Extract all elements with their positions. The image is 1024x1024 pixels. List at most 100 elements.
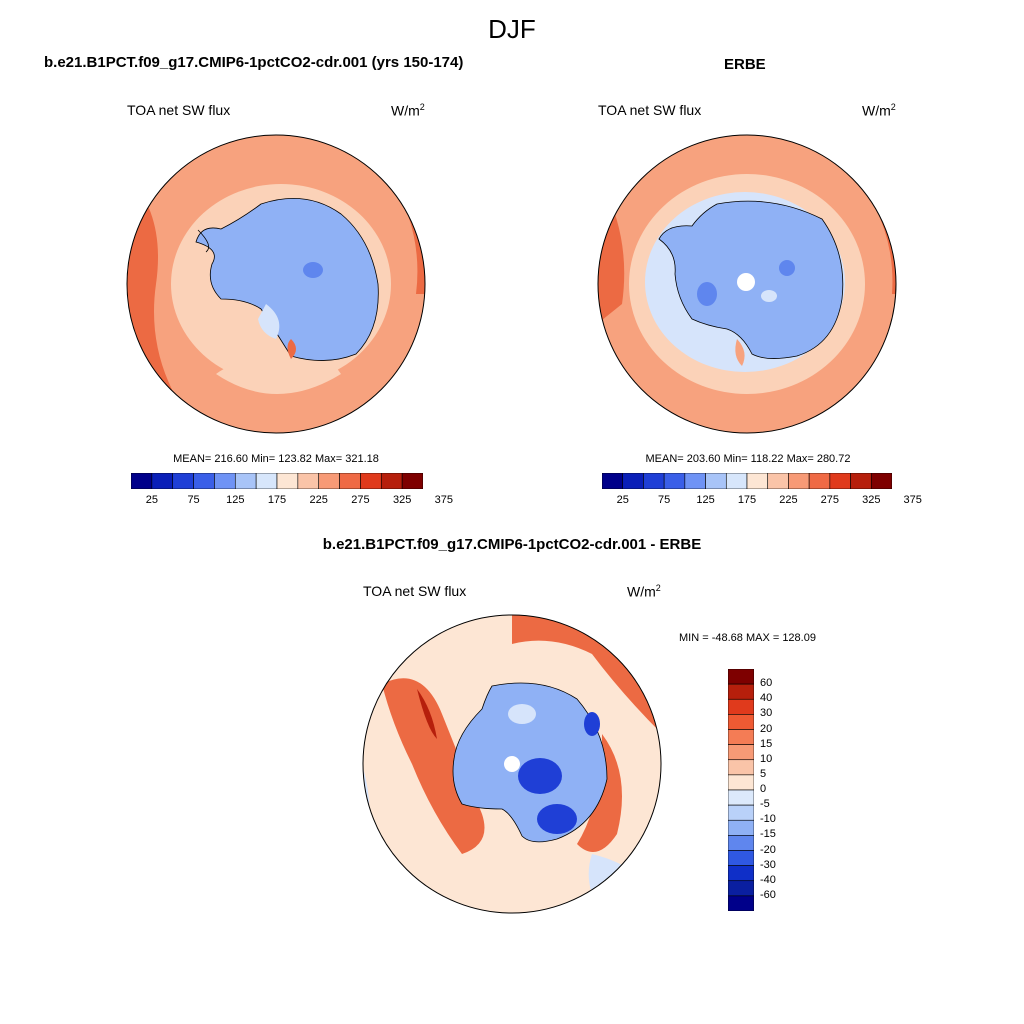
colorbar-obs-swatch xyxy=(829,473,851,489)
colorbar-obs-tick-label: 225 xyxy=(779,494,798,506)
colorbar-obs-tick-label: 175 xyxy=(737,494,757,506)
map-model-ring-south xyxy=(216,354,341,394)
colorbar-diff-swatch xyxy=(728,819,754,836)
colorbar-obs-swatch xyxy=(602,473,624,489)
stats-obs: MEAN= 203.60 Min= 118.22 Max= 280.72 xyxy=(645,453,851,465)
map-diff-pole-hole xyxy=(504,756,520,772)
colorbar-diff xyxy=(728,669,754,911)
colorbar-diff-tick-label: 60 xyxy=(760,677,773,690)
map-model-peninsula xyxy=(197,229,210,253)
colorbar-diff-swatch xyxy=(728,835,754,851)
map-obs-pole-hole xyxy=(737,273,755,291)
colorbar-model-swatch xyxy=(172,473,194,489)
colorbar-diff-swatch xyxy=(728,683,754,700)
colorbar-model-swatch xyxy=(360,473,382,489)
map-model-warm-spot xyxy=(287,339,296,359)
colorbar-obs-swatch xyxy=(870,473,892,489)
colorbar-obs-swatch xyxy=(767,473,789,489)
colorbar-diff-tick-label: 10 xyxy=(760,752,773,765)
colorbar-diff-swatch xyxy=(728,759,754,776)
map-diff-low-south xyxy=(537,804,577,834)
colorbar-diff-tick-label: -10 xyxy=(760,813,776,826)
colorbar-model-tick-label: 275 xyxy=(351,494,370,506)
colorbar-model-swatch xyxy=(131,473,153,489)
colorbar-obs-swatch xyxy=(850,473,872,489)
panel-title-model: b.e21.B1PCT.f09_g17.CMIP6-1pctCO2-cdr.00… xyxy=(44,54,464,71)
colorbar-diff-tick-label: -60 xyxy=(760,888,776,901)
panel-title-diff: b.e21.B1PCT.f09_g17.CMIP6-1pctCO2-cdr.00… xyxy=(322,536,702,553)
colorbar-model-swatch xyxy=(151,473,174,489)
colorbar-model-tick-label: 25 xyxy=(145,494,158,506)
colorbar-model-tick-label: 125 xyxy=(226,494,245,506)
colorbar-model xyxy=(131,473,423,489)
colorbar-diff-swatch xyxy=(728,865,754,882)
colorbar-diff-tick-label: -30 xyxy=(760,858,776,871)
stats-model: MEAN= 216.60 Min= 123.82 Max= 321.18 xyxy=(173,453,379,465)
map-obs-west-low xyxy=(697,282,717,306)
variable-label-diff: TOA net SW flux xyxy=(363,583,467,599)
units-label-model: W/m2 xyxy=(391,102,425,119)
colorbar-diff-tick-label: -20 xyxy=(760,843,776,856)
colorbar-diff-tick-label: 15 xyxy=(760,737,773,750)
colorbar-model-swatch xyxy=(214,473,236,489)
colorbar-model-swatch xyxy=(234,473,257,489)
map-diff-peninsula-peak xyxy=(417,689,437,739)
colorbar-model-swatch xyxy=(276,473,299,489)
colorbar-diff-swatch xyxy=(728,714,754,730)
stats-diff: MIN = -48.68 MAX = 128.09 xyxy=(679,632,816,644)
colorbar-diff-swatch xyxy=(728,698,754,715)
colorbar-diff-tick-label: -15 xyxy=(760,828,776,841)
colorbar-obs-swatch xyxy=(643,473,665,489)
colorbar-diff-tick-label: 20 xyxy=(760,722,773,735)
map-obs-warm-spot xyxy=(735,339,745,366)
map-diff-near-zero xyxy=(508,704,536,724)
colorbar-obs-swatch xyxy=(788,473,810,489)
variable-label-obs: TOA net SW flux xyxy=(598,102,702,118)
colorbar-model-swatch xyxy=(339,473,361,489)
colorbar-diff-tick-label: 5 xyxy=(760,767,767,780)
map-model-plateau-low xyxy=(303,262,323,278)
page-title: DJF xyxy=(488,14,536,44)
units-label-obs: W/m2 xyxy=(862,102,896,119)
map-diff xyxy=(362,614,662,914)
colorbar-obs-tick-label: 325 xyxy=(862,494,881,506)
colorbar-obs-swatch xyxy=(684,473,706,489)
colorbar-diff-swatch xyxy=(728,789,754,806)
colorbar-model-labels: 25 75 125 175 225 275 325 375 xyxy=(131,494,453,508)
colorbar-obs-labels: 25 75 125 175 225 275 325 375 xyxy=(602,494,922,508)
colorbar-model-swatch xyxy=(193,473,215,489)
colorbar-model-swatch xyxy=(297,473,320,489)
colorbar-obs-tick-label: 125 xyxy=(696,494,715,506)
colorbar-diff-swatch xyxy=(728,744,754,761)
variable-label-model: TOA net SW flux xyxy=(127,102,231,118)
map-model xyxy=(126,134,426,434)
colorbar-model-tick-label: 375 xyxy=(434,494,454,506)
colorbar-obs-swatch xyxy=(622,473,644,489)
colorbar-model-tick-label: 225 xyxy=(309,494,328,506)
colorbar-model-swatch xyxy=(318,473,340,489)
map-obs xyxy=(597,134,897,434)
colorbar-diff-tick-label: -40 xyxy=(760,873,776,886)
colorbar-model-tick-label: 325 xyxy=(392,494,412,506)
colorbar-diff-tick-label: 0 xyxy=(760,783,767,795)
colorbar-model-swatch xyxy=(255,473,278,489)
colorbar-model-swatch xyxy=(380,473,403,489)
colorbar-obs-tick-label: 75 xyxy=(658,494,671,506)
map-diff-west-high xyxy=(382,678,485,854)
colorbar-diff-tick-label: 30 xyxy=(760,707,773,720)
colorbar-diff-swatch xyxy=(728,729,754,745)
map-diff-low-core xyxy=(518,758,562,794)
colorbar-obs-swatch xyxy=(705,473,727,489)
colorbar-diff-labels: 60 40 30 20 15 10 5 0 -5 -10 -15 -20 -30 -40 -60 xyxy=(760,669,800,911)
map-obs-warm-band-west xyxy=(598,174,625,324)
colorbar-obs-swatch xyxy=(808,473,831,489)
map-model-ice-shelf xyxy=(258,304,280,339)
colorbar-obs-swatch xyxy=(746,473,769,489)
panel-title-obs: ERBE xyxy=(724,56,766,73)
colorbar-obs xyxy=(602,473,892,489)
colorbar-obs-tick-label: 375 xyxy=(903,494,922,506)
colorbar-diff-tick-label: -5 xyxy=(760,798,770,811)
map-obs-plateau-low xyxy=(779,260,795,276)
colorbar-model-swatch xyxy=(401,473,423,489)
colorbar-diff-tick-label: 40 xyxy=(760,692,773,705)
